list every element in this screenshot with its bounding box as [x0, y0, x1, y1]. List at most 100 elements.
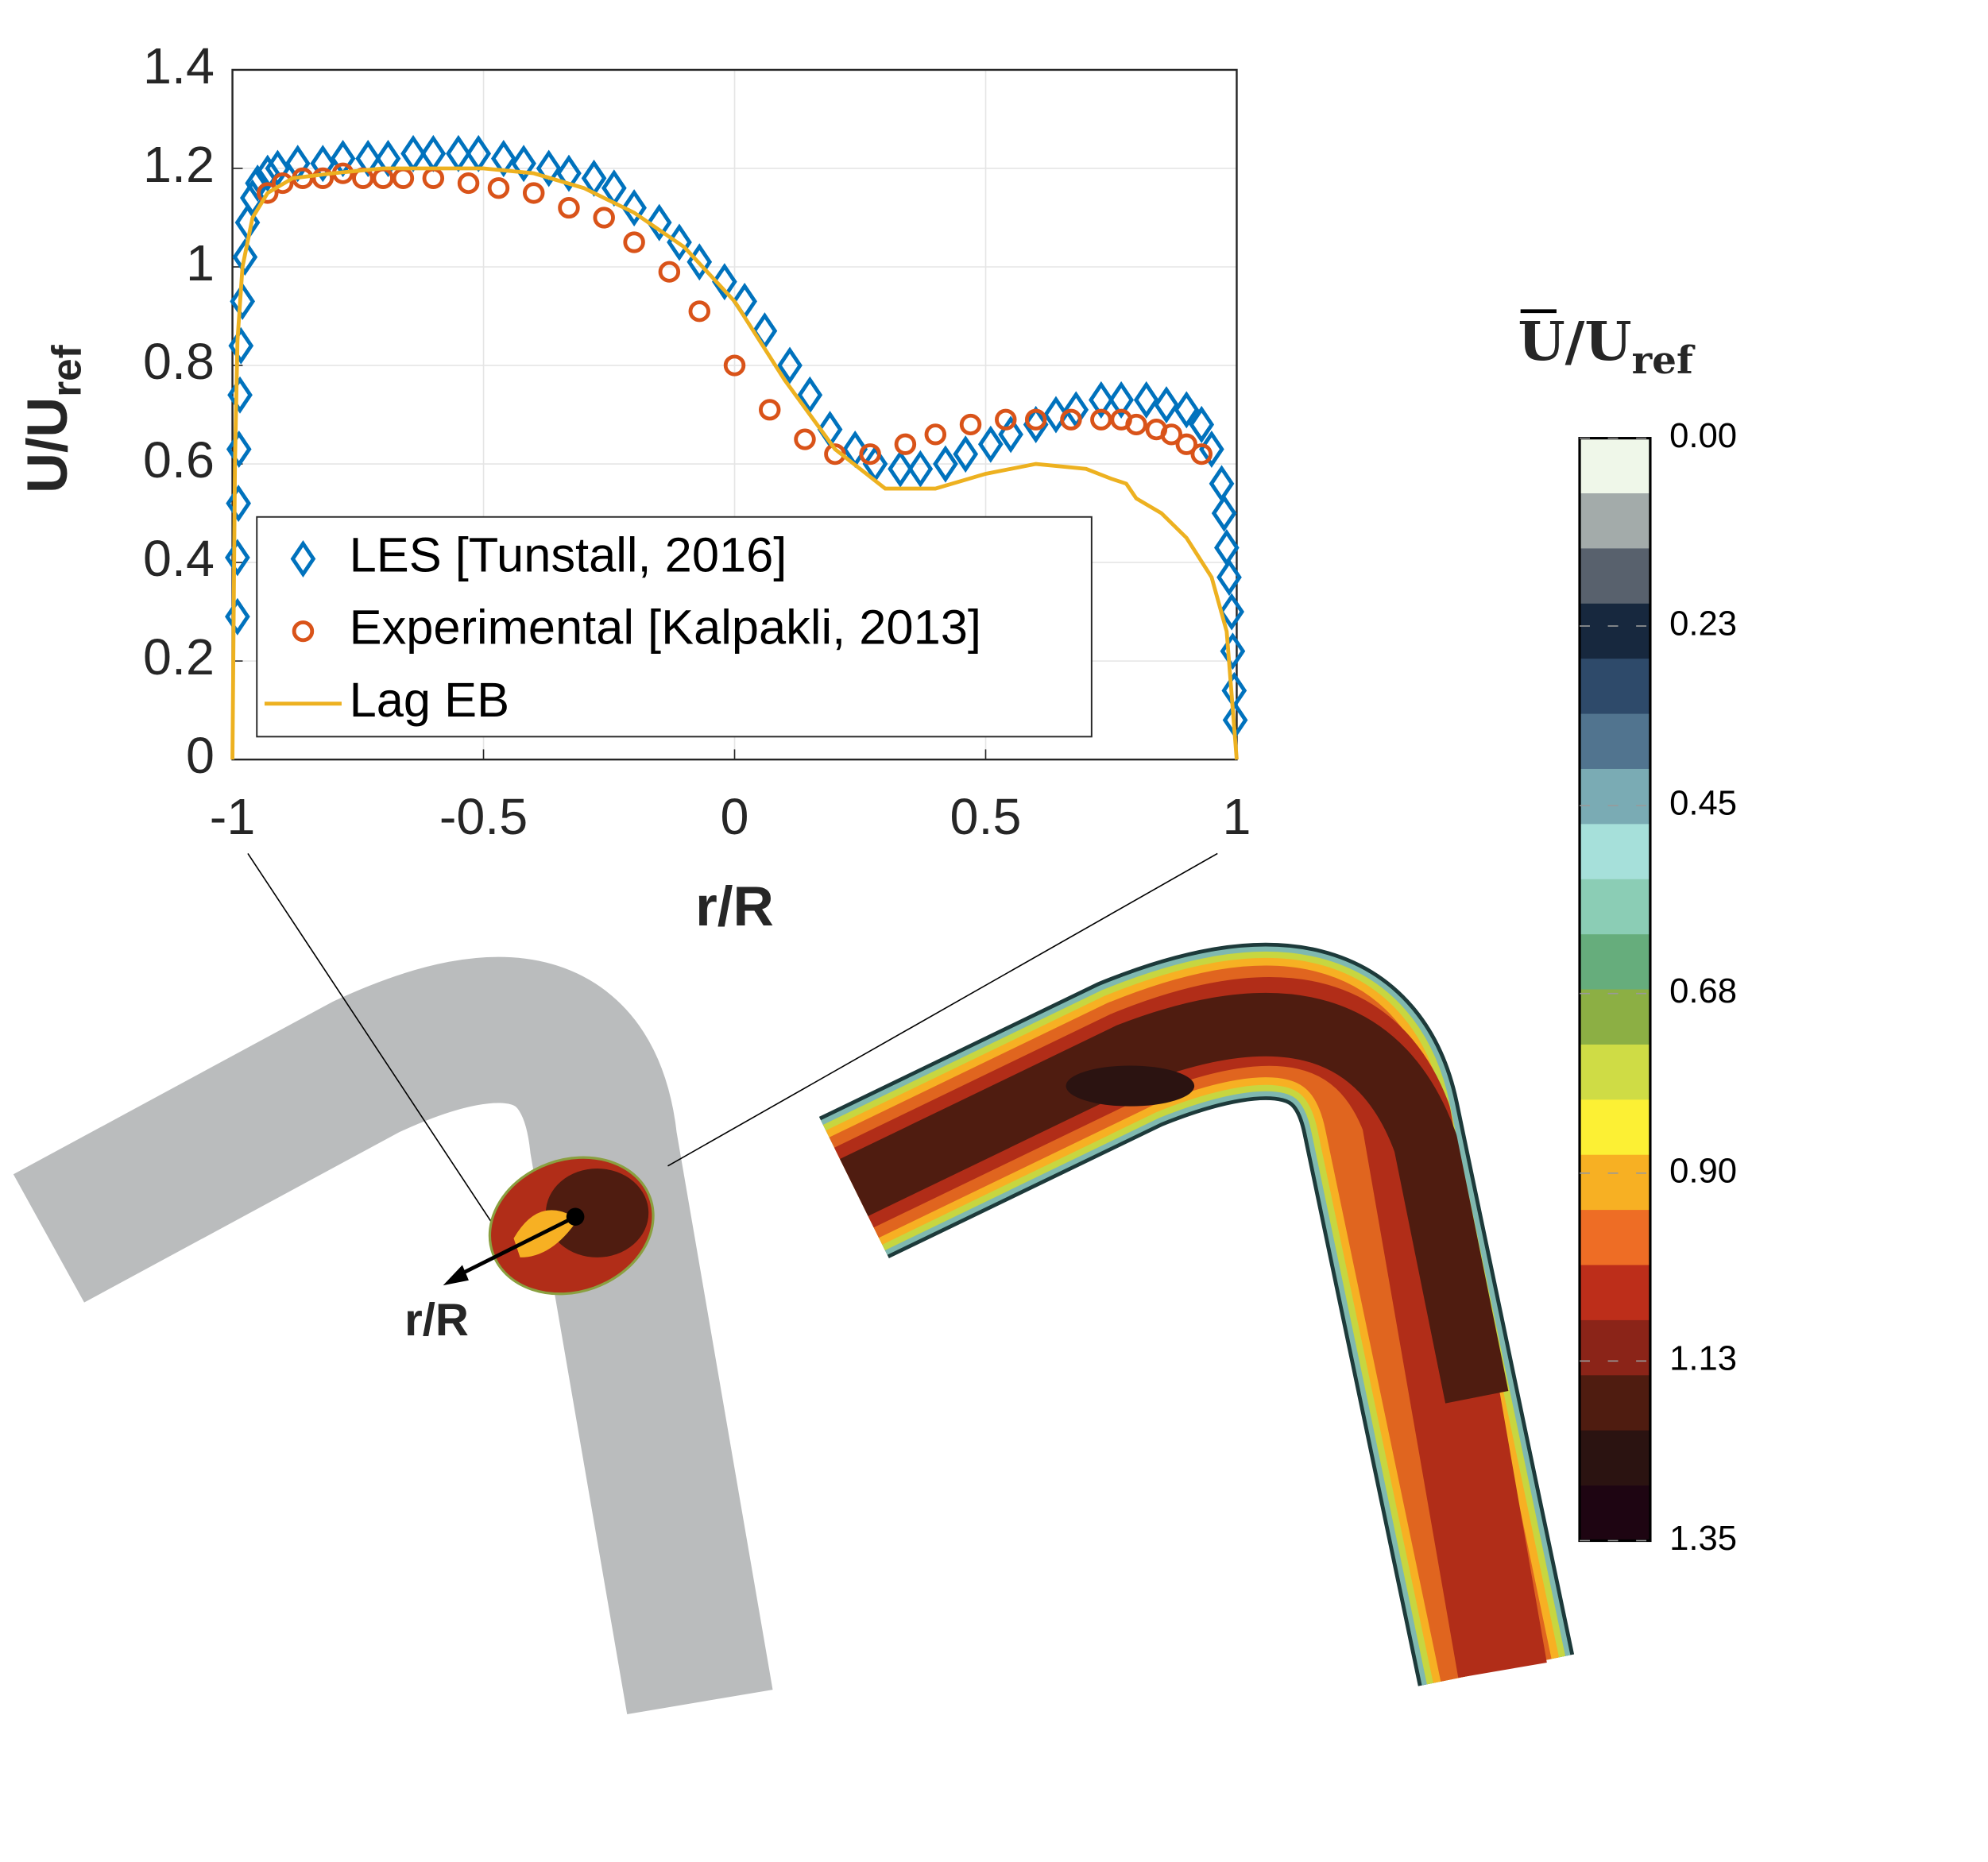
legend-symbol	[292, 620, 315, 643]
axes-box	[231, 68, 1238, 761]
colorbar-band	[1580, 1099, 1650, 1156]
colorbar-band	[1580, 1265, 1650, 1321]
circle-marker	[723, 354, 746, 377]
colorbar-band	[1580, 603, 1650, 659]
y-tick-label: 1.2	[143, 136, 215, 193]
circle-marker	[1125, 413, 1147, 436]
colorbar-band	[1580, 934, 1650, 991]
diamond-marker	[797, 376, 823, 414]
legend-label: LES [Tunstall, 2016]	[350, 528, 787, 582]
legend-symbol	[290, 540, 316, 578]
arrow	[454, 1215, 577, 1279]
circle-marker	[959, 413, 982, 436]
x-tick-label: 1	[1222, 788, 1251, 845]
colorbar-tick-label: 0.23	[1669, 605, 1737, 643]
diamond-marker	[227, 376, 253, 414]
diamond-marker	[355, 140, 381, 178]
y-axis-label-main: U/U	[15, 397, 78, 493]
colorbar-band	[1580, 824, 1650, 880]
diamond-marker	[225, 539, 250, 577]
diamond-marker	[556, 154, 582, 192]
circle-marker	[924, 423, 947, 446]
circle-marker	[1090, 408, 1112, 431]
diamond-marker	[1220, 632, 1246, 670]
diamond-marker	[254, 154, 280, 192]
y-tick-label: 1	[186, 234, 215, 292]
diamond-marker	[621, 189, 647, 227]
pipe-core	[1066, 1065, 1195, 1107]
circle-marker	[558, 196, 580, 219]
diamond-marker	[1023, 405, 1049, 443]
colorbar-band	[1580, 1210, 1650, 1266]
connector	[667, 852, 1218, 1167]
circle-marker	[1175, 433, 1198, 455]
colorbar-band	[1580, 659, 1650, 715]
series-line	[230, 166, 1239, 760]
colorbar-band	[1580, 438, 1650, 494]
y-tick-label: 0.2	[143, 628, 215, 686]
colorbar-tick-label: 1.13	[1669, 1340, 1737, 1378]
pipe-outline	[13, 956, 773, 1714]
diamond-marker	[1108, 381, 1134, 419]
y-tick-label: 1.4	[143, 37, 215, 95]
diamond-marker	[245, 164, 270, 203]
circle-marker	[457, 172, 480, 195]
diamond-marker	[511, 145, 536, 183]
colorbar-band	[1580, 989, 1650, 1045]
colorbar-band	[1580, 1319, 1650, 1377]
diamond-marker	[888, 450, 913, 488]
diamond-marker	[265, 149, 291, 187]
x-tick-label: -0.5	[439, 788, 528, 845]
arrow-head	[443, 1265, 469, 1286]
colorbar-band	[1580, 879, 1650, 935]
circle-marker	[1160, 423, 1183, 446]
y-tick-label: 0.4	[143, 530, 215, 587]
colorbar-band	[1580, 493, 1650, 550]
colorbar-band	[1580, 768, 1650, 825]
pipe-contour	[818, 942, 1575, 1686]
circle-marker	[995, 408, 1017, 431]
circle-marker	[522, 182, 545, 204]
y-tick-label: 0.6	[143, 431, 215, 489]
colorbar-band	[1580, 1485, 1650, 1542]
x-tick-label: 0.5	[950, 788, 1022, 845]
diamond-marker	[1089, 381, 1114, 419]
circle-marker	[311, 167, 335, 189]
diamond-marker	[226, 485, 251, 523]
colorbar-tick-label: 0.00	[1669, 417, 1737, 455]
colorbar-title: U/Uref	[1518, 310, 1696, 383]
diamond-marker	[232, 238, 258, 276]
y-tick-label: 0.8	[143, 333, 215, 390]
colorbar-title-sub: ref	[1632, 338, 1696, 383]
diamond-marker	[646, 203, 672, 241]
diamond-marker	[225, 597, 250, 635]
diamond-marker	[1219, 593, 1245, 631]
diamond-marker	[1189, 405, 1215, 443]
cross-section-core	[545, 1168, 649, 1257]
circle-marker	[688, 300, 711, 323]
legend-label: Experimental [Kalpakli, 2013]	[350, 601, 981, 655]
circle-marker	[257, 182, 279, 204]
circle-marker	[623, 231, 645, 253]
diamond-marker	[226, 430, 252, 468]
colorbar-band	[1580, 548, 1650, 605]
diamond-marker	[1133, 381, 1159, 419]
colorbar-tick-label: 0.45	[1669, 785, 1737, 823]
circle-marker	[1024, 408, 1047, 431]
colorbar-band	[1580, 1044, 1650, 1101]
diamond-marker	[977, 425, 1004, 463]
legend-label: Lag EB	[350, 673, 509, 727]
y-tick-label: 0	[186, 727, 215, 784]
connector	[247, 853, 505, 1243]
legend-box	[256, 516, 1093, 738]
colorbar-band	[1580, 1154, 1650, 1211]
colorbar-tick-label: 0.68	[1669, 972, 1737, 1010]
colorbar-band	[1580, 713, 1650, 770]
diamond-marker	[228, 326, 254, 365]
colorbar-title-main: U/U	[1518, 310, 1631, 373]
y-axis-label: U/Uref	[15, 345, 89, 493]
annotation: r/R	[404, 1296, 469, 1346]
diamond-marker	[1211, 494, 1237, 532]
circle-marker	[1060, 408, 1082, 431]
